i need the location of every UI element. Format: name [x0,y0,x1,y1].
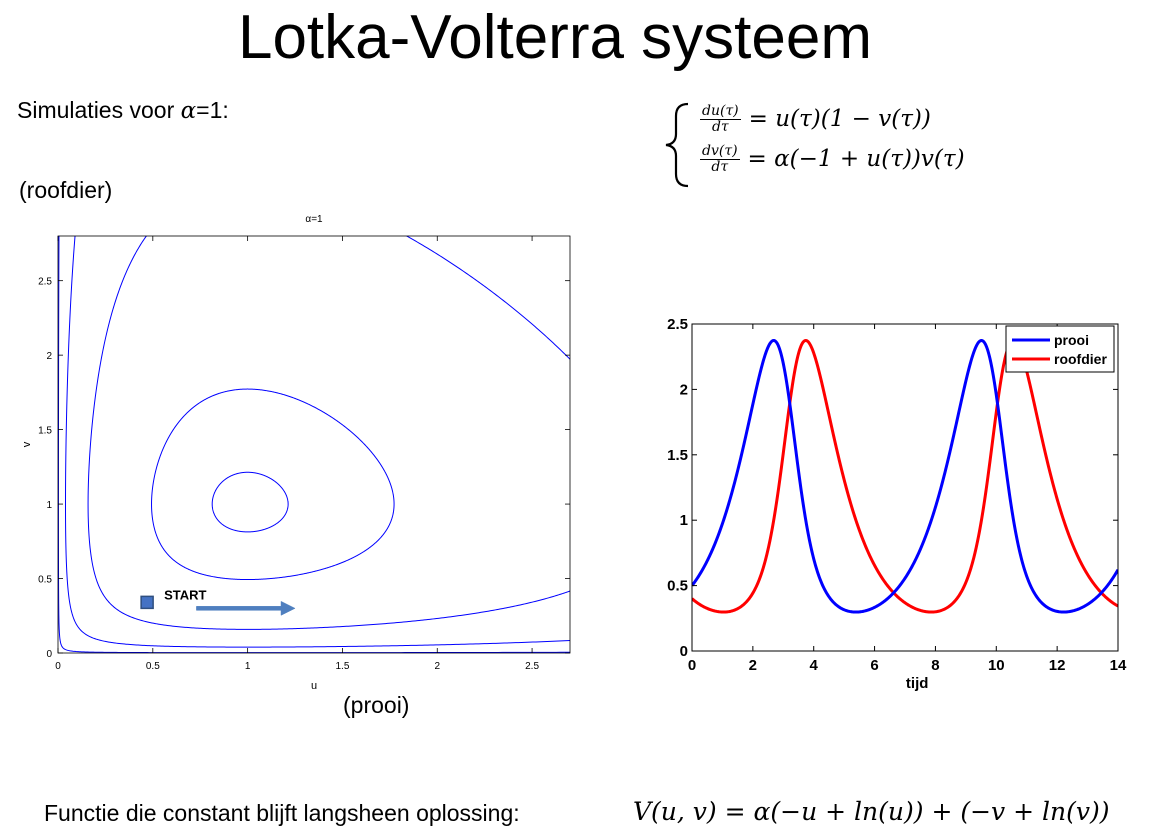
equation-1: du(τ) dτ = u(τ)(1 − v(τ)) [700,102,931,136]
phase-xtick-label: 2.5 [525,661,539,672]
brace-icon [665,102,689,188]
time-xtick-label: 4 [810,657,819,674]
eq1-rhs: = u(τ)(1 − v(τ)) [748,106,931,132]
orbit-curve-1 [211,471,289,533]
phase-ytick-label: 0.5 [38,575,52,586]
time-xtick-label: 6 [870,657,878,674]
predator-axis-label: (roofdier) [19,177,113,203]
phase-axes-frame [57,235,571,654]
start-marker [140,595,154,610]
phase-ylabel: v [21,441,33,447]
time-ytick-label: 1 [680,512,688,529]
conserved-quantity-text: Functie die constant blijft langsheen op… [44,800,520,826]
time-legend [1005,325,1115,373]
time-xtick-label: 8 [931,657,939,674]
phase-ytick-label: 0 [46,649,52,660]
time-ytick-label: 2.5 [667,316,688,333]
time-ytick-label: 2 [680,381,688,398]
eq2-denominator: dτ [711,158,729,175]
eq1-numerator: du(τ) [700,102,741,120]
phase-xlabel: u [311,680,317,692]
orbit-curve-4 [64,236,570,648]
orbit-curve-3 [87,236,570,630]
time-xtick-label: 0 [688,657,696,674]
phase-ytick-label: 1.5 [38,426,52,437]
conserved-quantity-formula: V(u, v) = α(−u + ln(u)) + (−v + ln(v)) [633,797,1110,826]
phase-xtick-label: 0 [55,661,61,672]
time-xtick-label: 12 [1049,657,1066,674]
phase-portrait-chart: α=1 0 0.5 1 1.5 2 2.5 0 0.5 1 1.5 2 2.5 u v START [21,214,571,692]
subtitle-prefix: Simulaties voor [17,97,181,123]
time-xtick-label: 14 [1110,657,1127,674]
equation-2: dv(τ) dτ = α(−1 + u(τ))v(τ) [700,142,965,176]
phase-ytick-label: 2.5 [38,277,52,288]
subtitle-suffix: =1: [196,97,229,123]
phase-ytick-label: 1 [46,500,52,511]
simulation-subtitle: Simulaties voor α=1: [17,97,229,124]
alpha-symbol: α [180,98,197,124]
time-xlabel: tijd [906,675,929,692]
legend-label-roofdier: roofdier [1054,351,1107,367]
ode-system: du(τ) dτ = u(τ)(1 − v(τ)) dv(τ) dτ = α(−1 … [660,98,1080,198]
orbit-curve-5 [58,236,570,653]
prey-axis-label: (prooi) [343,692,410,718]
eq1-denominator: dτ [711,118,729,135]
eq2-numerator: dv(τ) [700,142,740,160]
start-label: START [164,587,206,602]
time-ytick-label: 0.5 [667,578,688,595]
phase-xtick-label: 1 [245,661,251,672]
phase-chart-title: α=1 [305,214,323,225]
time-axes-frame [691,323,1119,652]
time-xtick-label: 2 [749,657,757,674]
slide-title: Lotka-Volterra systeem [237,3,873,72]
phase-xtick-label: 2 [434,661,440,672]
series-line-prooi [692,338,1118,614]
phase-xtick-label: 0.5 [146,661,160,672]
orbit-curve-2 [151,388,395,581]
series-line-roofdier [692,338,1118,614]
time-ytick-label: 0 [680,643,688,660]
legend-label-prooi: prooi [1054,332,1089,348]
direction-arrow-icon [196,600,296,616]
phase-xtick-label: 1.5 [335,661,349,672]
time-xtick-label: 10 [988,657,1005,674]
eq2-rhs: = α(−1 + u(τ))v(τ) [747,146,965,172]
phase-ytick-label: 2 [46,351,52,362]
time-ytick-label: 1.5 [667,447,688,464]
time-series-chart: 0 2 4 6 8 10 12 14 0 0.5 1 1.5 2 2.5 tijd prooi roofdier [667,316,1127,692]
